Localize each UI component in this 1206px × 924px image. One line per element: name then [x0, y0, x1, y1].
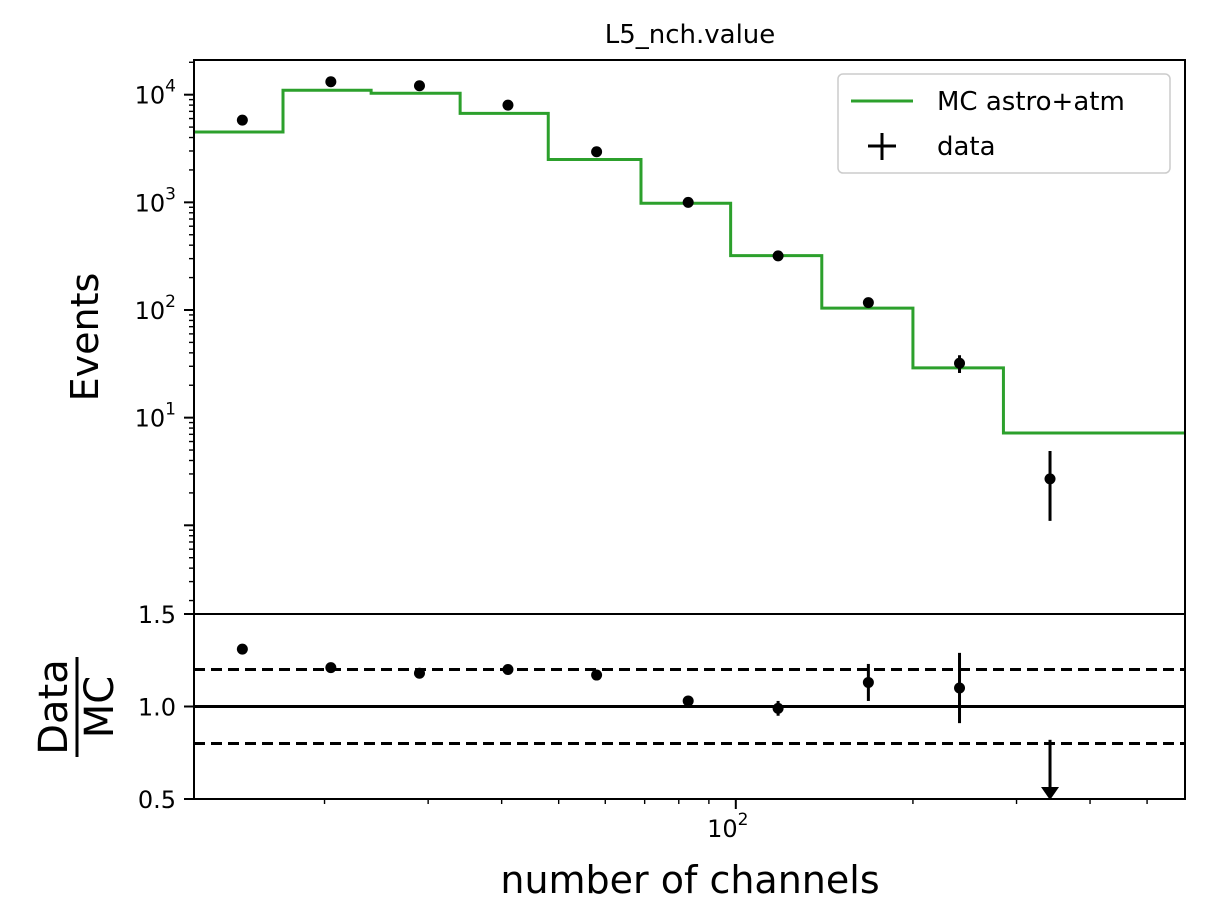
ratio-point	[325, 662, 337, 674]
ratio-point	[772, 702, 784, 714]
ratio-point	[413, 667, 425, 679]
legend-mc-label: MC astro+atm	[937, 87, 1125, 117]
ratio-y-axis-label: Data MC	[31, 657, 123, 757]
ratio-point	[236, 643, 248, 655]
y-axis-label: Events	[63, 273, 107, 402]
y-tick-label: 103	[135, 184, 176, 217]
data-point	[502, 99, 514, 111]
data-point	[682, 196, 694, 208]
ratio-point	[682, 695, 694, 707]
y-tick-label: 102	[135, 292, 176, 325]
data-point	[413, 80, 425, 92]
data-point	[236, 114, 248, 126]
x-axis-label: number of channels	[500, 858, 879, 902]
y-tick-label: 101	[135, 400, 176, 433]
mc-step-line	[194, 88, 1185, 435]
main-panel: 104 103 102 101 MC astro+atm data	[135, 59, 1186, 615]
ratio-y-tick-label: 0.5	[138, 786, 176, 814]
axis-labels: L5_nch.value Events number of channels D…	[31, 20, 880, 902]
ratio-point	[502, 664, 514, 675]
data-point	[862, 297, 874, 309]
ratio-y-tick-label: 1.0	[138, 694, 176, 722]
ratio-label-denominator: MC	[77, 676, 123, 738]
ratio-point	[591, 669, 603, 681]
ratio-panel: 0.5 1.0 1.5 102	[138, 601, 1186, 843]
data-point	[1044, 473, 1056, 485]
legend-data-label: data	[937, 132, 996, 162]
chart-title: L5_nch.value	[605, 20, 776, 50]
ratio-label-numerator: Data	[31, 659, 77, 755]
x-tick-label: 102	[707, 810, 748, 843]
ratio-point	[954, 682, 966, 694]
legend-box	[837, 73, 1171, 174]
data-point	[772, 250, 784, 262]
ratio-panel-frame	[193, 613, 1186, 800]
upper-limit-arrow-head	[1041, 787, 1060, 800]
data-point	[325, 76, 337, 88]
data-point	[954, 357, 966, 369]
ratio-point	[862, 676, 874, 688]
data-point	[591, 146, 603, 158]
y-tick-label: 104	[135, 77, 176, 110]
legend: MC astro+atm data	[837, 73, 1171, 174]
ratio-y-tick-label: 1.5	[138, 601, 176, 629]
